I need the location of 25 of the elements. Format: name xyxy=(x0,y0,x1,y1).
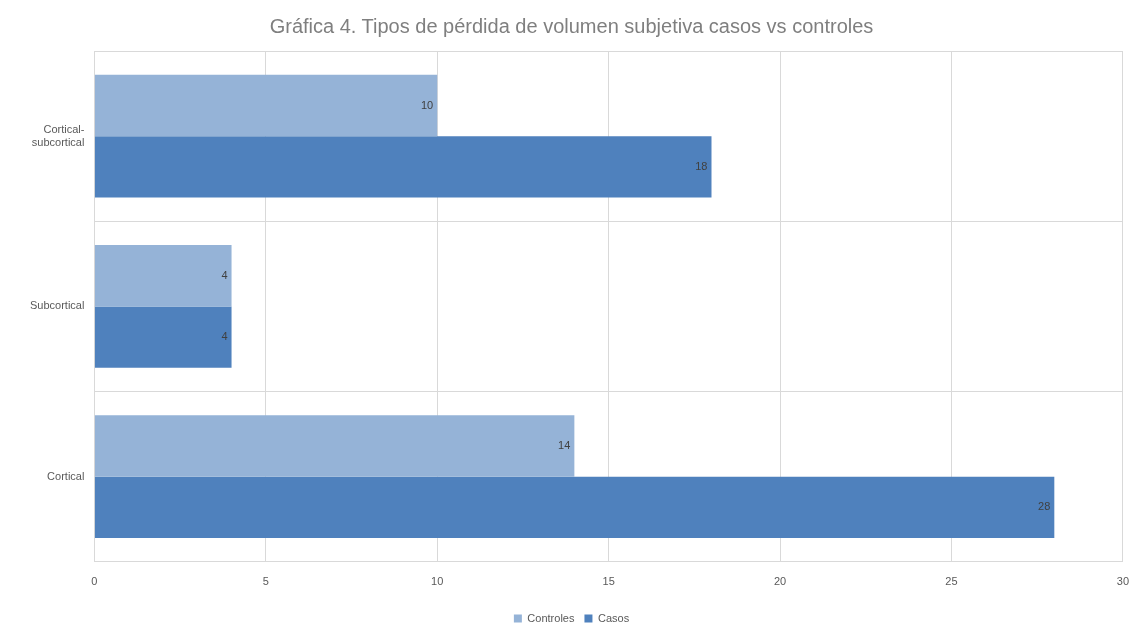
chart-title: Gráfica 4. Tipos de pérdida de volumen subjetiva casos vs controles xyxy=(269,14,874,37)
bar xyxy=(94,415,575,477)
bar xyxy=(94,476,1055,538)
legend-label: Casos xyxy=(597,611,630,624)
bar xyxy=(94,136,712,198)
x-tick-label: 30 xyxy=(1116,575,1130,588)
data-label: 28 xyxy=(1038,500,1051,513)
y-tick-label: Cortical xyxy=(47,469,85,482)
bar xyxy=(94,74,438,137)
x-tick-label: 25 xyxy=(945,575,958,588)
y-tick-label: Subcortical xyxy=(29,299,85,312)
legend-label: Controles xyxy=(527,611,575,624)
data-label: 14 xyxy=(558,439,571,452)
bar xyxy=(94,245,232,307)
x-tick-label: 15 xyxy=(602,575,615,588)
y-tick-label: Cortical-subcortical xyxy=(31,122,85,148)
data-label: 4 xyxy=(221,268,228,281)
bar xyxy=(94,306,232,368)
x-tick-label: 5 xyxy=(262,575,269,588)
data-label: 4 xyxy=(221,330,228,343)
data-label: 10 xyxy=(420,98,434,111)
data-label: 18 xyxy=(695,159,708,172)
x-tick-label: 10 xyxy=(431,575,444,588)
x-tick-label: 20 xyxy=(773,575,787,588)
x-tick-label: 0 xyxy=(91,575,98,588)
